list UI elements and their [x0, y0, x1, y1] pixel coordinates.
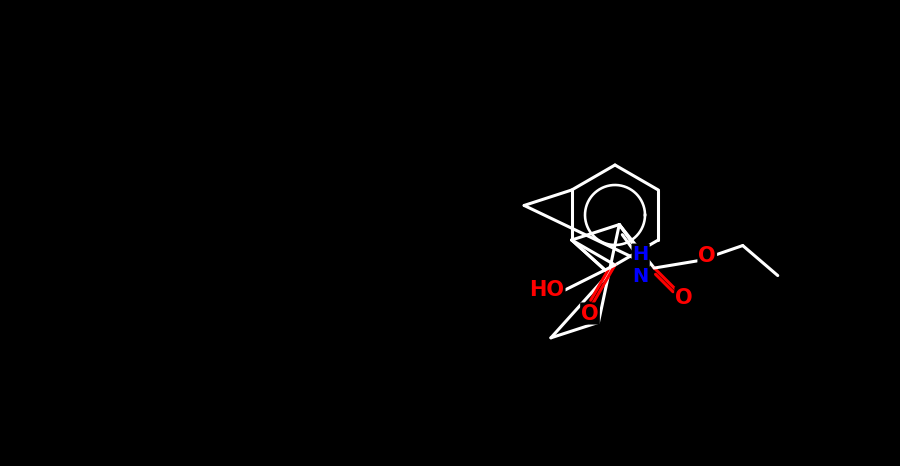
Text: O: O [675, 288, 693, 308]
Text: HO: HO [529, 280, 564, 300]
Text: O: O [698, 246, 716, 266]
Text: H
N: H N [633, 245, 649, 286]
Text: O: O [581, 303, 598, 323]
